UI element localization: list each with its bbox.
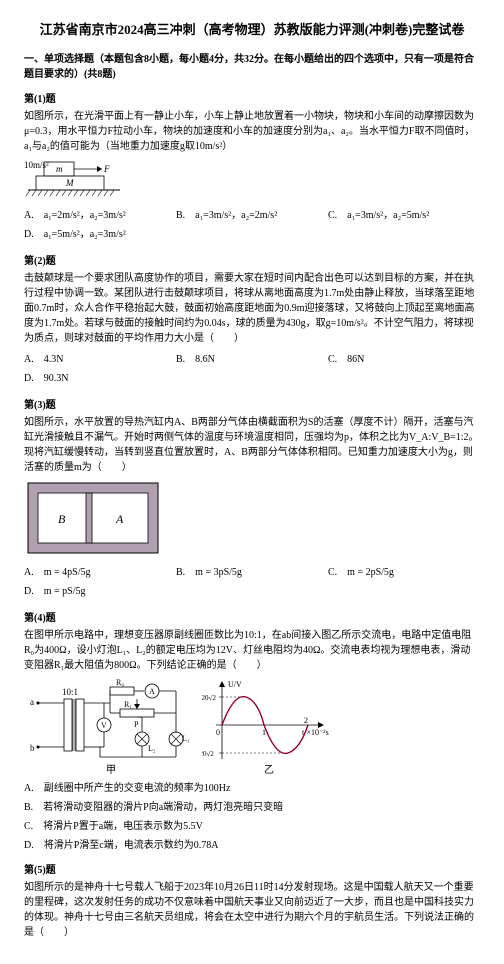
svg-text:10m/s²: 10m/s²: [24, 160, 49, 170]
q4-ymin: −220√2: [202, 750, 214, 758]
svg-text:L₂: L₂: [148, 744, 156, 753]
q5-label: 第(5)题: [24, 863, 480, 878]
q4-opt-b: B. 若将滑动变阻器的滑片P向a端滑动，两灯泡亮暗只变暗: [24, 800, 480, 815]
q4-options: A. 副线圈中所产生的交变电流的频率为100Hz B. 若将滑动变阻器的滑片P向…: [24, 781, 480, 853]
q2-body: 击鼓颠球是一个要求团队高度协作的项目，需要大家在短时间内配合出色可以达到目标的方…: [24, 271, 480, 346]
svg-text:P: P: [134, 720, 139, 729]
exam-title: 江苏省南京市2024高三冲刺（高考物理）苏教版能力评测(冲刺卷)完整试卷: [24, 20, 480, 40]
q2-opt-b: B. 8.6N: [176, 350, 328, 369]
q3-opt-d: D. m = pS/5g: [24, 582, 480, 601]
q3-label: 第(3)题: [24, 398, 480, 413]
svg-text:10:1: 10:1: [62, 687, 78, 697]
section-1-heading: 一、单项选择题（本题包含8小题，每小题4分，共32分。在每小题给出的四个选项中，…: [24, 52, 480, 82]
q2-options: A. 4.3N B. 8.6N C. 86N D. 90.3N: [24, 350, 480, 388]
q4-body: 在图甲所示电路中，理想变压器原副线圈匝数比为10:1，在ab间接入图乙所示交流电…: [24, 628, 480, 673]
svg-text:R₀: R₀: [116, 678, 124, 687]
q2-label: 第(2)题: [24, 254, 480, 269]
svg-text:b: b: [30, 743, 35, 753]
fig3-label-a: A: [115, 512, 124, 526]
q4-fig2-caption: 乙: [264, 764, 274, 776]
q1-opt-c: C. a₁=3m/s²，a₂=5m/s²: [328, 206, 480, 225]
q3-opt-a: A. m = 4pS/5g: [24, 563, 176, 582]
q2-opt-d: D. 90.3N: [24, 369, 480, 388]
q3-figure: B A: [24, 479, 164, 559]
q4-opt-d: D. 将滑片P滑至c端，电流表示数约为0.78A: [24, 838, 480, 853]
q1-body: 如图所示，在光滑平面上有一静止小车，小车上静止地放置着一小物块，物块和小车间的动…: [24, 109, 480, 154]
q4-figure-sine: U/V t/×10⁻²s 220√2 −220√2 1 2 0 乙: [202, 677, 332, 777]
q1-options: A. a₁=2m/s²，a₂=3m/s² B. a₁=3m/s²，a₂=2m/s…: [24, 206, 480, 244]
q3-options: A. m = 4pS/5g B. m = 3pS/5g C. m = 2pS/5…: [24, 563, 480, 601]
svg-text:R₁: R₁: [124, 700, 132, 709]
q4-label: 第(4)题: [24, 611, 480, 626]
q1-opt-d: D. a₁=5m/s²，a₂=3m/s²: [24, 225, 480, 244]
fig3-label-b: B: [58, 512, 66, 526]
q4-ylabel: U/V: [228, 680, 242, 689]
q3-body: 如图所示，水平放置的导热汽缸内A、B两部分气体由横截面积为S的活塞（厚度不计）隔…: [24, 415, 480, 475]
q3-opt-b: B. m = 3pS/5g: [176, 563, 328, 582]
q5-body: 如图所示的是神舟十七号载人飞船于2023年10月26日11时14分发射现场。这是…: [24, 880, 480, 940]
q4-ymax: 220√2: [202, 694, 216, 702]
q1-opt-a: A. a₁=2m/s²，a₂=3m/s²: [24, 206, 176, 225]
q4-opt-a: A. 副线圈中所产生的交变电流的频率为100Hz: [24, 781, 480, 796]
fig-label-m: m: [56, 164, 63, 174]
svg-text:0: 0: [216, 728, 220, 737]
q4-opt-c: C. 将滑片P置于a端，电压表示数为5.5V: [24, 819, 480, 834]
svg-text:a: a: [30, 697, 34, 707]
q1-figure: 10m/s² m F M: [24, 158, 134, 202]
q2-opt-a: A. 4.3N: [24, 350, 176, 369]
fig-label-M: M: [65, 178, 74, 188]
q4-figure-circuit: a b 10:1 R₀ A R₁: [24, 677, 194, 777]
q4-x2: 2: [304, 716, 308, 725]
q2-opt-c: C. 86N: [328, 350, 480, 369]
svg-text:L₁: L₁: [182, 734, 190, 743]
q1-opt-b: B. a₁=3m/s²，a₂=2m/s²: [176, 206, 328, 225]
svg-text:A: A: [149, 687, 155, 696]
svg-text:V: V: [101, 721, 107, 730]
q3-opt-c: C. m = 2pS/5g: [328, 563, 480, 582]
q4-fig1-caption: 甲: [106, 765, 116, 776]
fig-label-F: F: [103, 164, 110, 174]
q1-label: 第(1)题: [24, 92, 480, 107]
